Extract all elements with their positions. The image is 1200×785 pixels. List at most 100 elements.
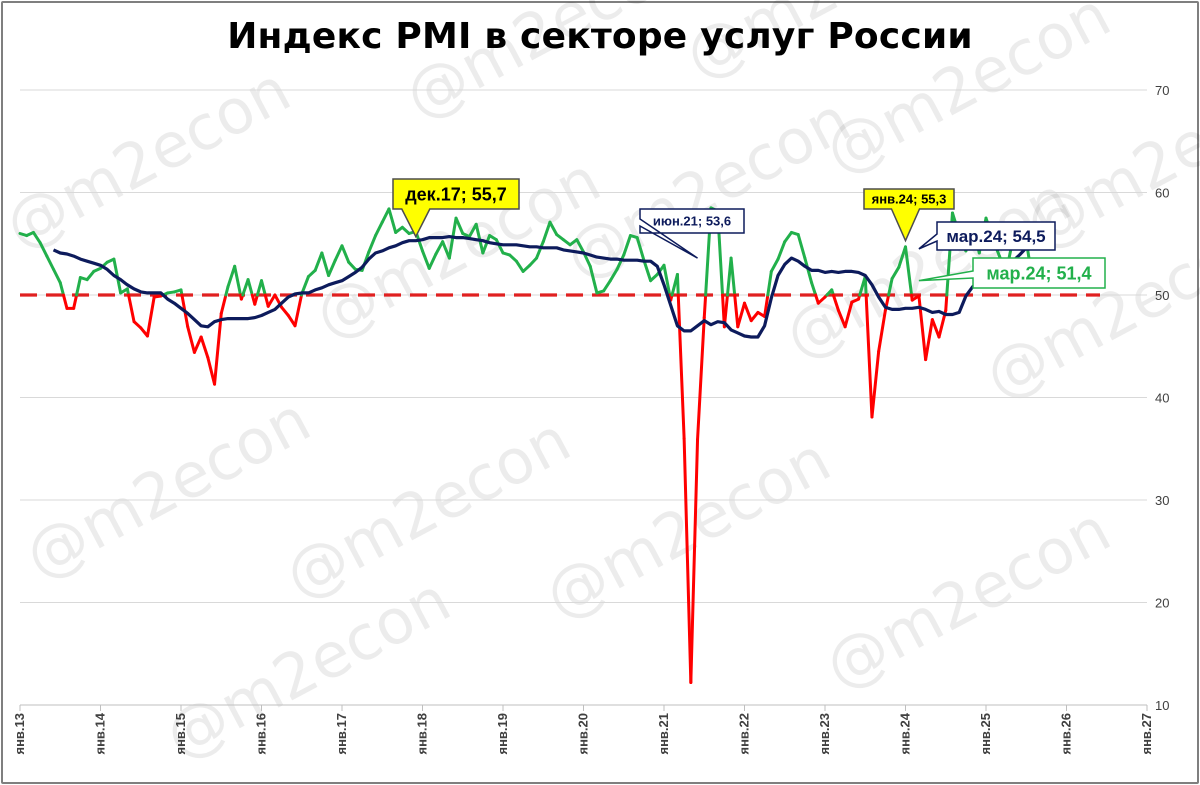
pmi-segment [387, 207, 398, 234]
pmi-segment [85, 269, 96, 282]
pmi-segment [374, 220, 384, 238]
callout: мар.24; 54,5 [918, 221, 1056, 251]
pmi-segment [454, 216, 465, 235]
pmi-segment [306, 268, 317, 279]
pmi-segment [467, 222, 478, 239]
x-tick-label: янв.21 [656, 713, 671, 755]
callout: янв.24; 55,3 [863, 188, 955, 243]
pmi-segment [233, 264, 243, 297]
pmi-segment [206, 356, 217, 386]
x-tick-label: янв.26 [1059, 713, 1074, 755]
pmi-segment [246, 278, 254, 297]
x-tick-label: янв.17 [334, 713, 349, 755]
pmi-segment [340, 244, 351, 264]
pmi-segment [642, 258, 653, 283]
x-axis: янв.13 янв.14 янв.15 янв.16 янв.17 янв.18 янв.… [12, 704, 1154, 755]
x-tick-label: янв.19 [495, 713, 510, 755]
pmi-segment [45, 254, 56, 271]
pmi-segment [796, 233, 807, 260]
pmi-segment [481, 234, 492, 255]
pmi-segment [61, 293, 69, 310]
pmi-segment [541, 220, 552, 244]
pmi-segment [313, 251, 324, 272]
pmi-segment [682, 437, 693, 684]
pmi-segment [548, 220, 559, 237]
pmi-segment [736, 301, 746, 329]
pmi-segment [528, 256, 539, 267]
pmi-segment [192, 335, 203, 354]
chart-title: Индекс PMI в секторе услуг России [227, 16, 973, 57]
pmi-segment [260, 279, 267, 297]
moving-average-path [52, 235, 1048, 339]
pmi-segment [186, 325, 196, 354]
pmi-segment [213, 311, 223, 386]
pmi-segment [944, 293, 949, 312]
pmi-segment [635, 236, 646, 262]
y-tick-label: 40 [1155, 391, 1169, 406]
pmi-segment [588, 264, 599, 295]
pmi-segment [729, 256, 737, 297]
pmi-segment [226, 264, 237, 289]
x-tick-label: янв.20 [576, 713, 591, 755]
pmi-segment [766, 269, 773, 297]
pmi-segment [930, 318, 941, 339]
pmi-segment [427, 252, 438, 270]
pmi-segment [622, 234, 632, 257]
callout-labels: дек.17; 55,7 июн.21; 53,6 янв.24; 55,3 мар.… [392, 178, 1106, 289]
pmi-segment [347, 260, 357, 271]
callout-text: июн.21; 53,6 [653, 214, 731, 229]
pmi-segment [320, 251, 331, 278]
pmi-segment [253, 293, 259, 306]
x-tick-label: янв.15 [173, 713, 188, 755]
pmi-segment [733, 293, 740, 329]
pmi-segment [367, 234, 378, 254]
y-tick-label: 20 [1155, 596, 1169, 611]
pmi-segment [843, 300, 854, 329]
pmi-segment [434, 240, 445, 256]
pmi-segment [924, 318, 934, 362]
x-tick-label: янв.23 [817, 713, 832, 755]
x-tick-label: янв.14 [93, 712, 108, 754]
pmi-segment [836, 308, 847, 329]
pmi-segment [327, 258, 337, 278]
pmi-segment [615, 253, 626, 271]
pmi-segment [300, 275, 310, 296]
pmi-segment [380, 207, 391, 224]
pmi-segment [145, 295, 156, 338]
callout-box [918, 221, 1056, 251]
callout: дек.17; 55,7 [392, 178, 520, 239]
pmi-segment [280, 305, 290, 317]
pmi-segment [864, 293, 874, 419]
moving-average-line [52, 235, 1048, 339]
pmi-segment [72, 293, 79, 310]
pmi-segment [675, 273, 680, 297]
pmi-segment [400, 225, 411, 235]
y-tick-label: 60 [1155, 186, 1169, 201]
callout-box [639, 208, 745, 259]
pmi-segment [52, 267, 62, 285]
pmi-segment [421, 249, 431, 270]
x-tick-label: янв.18 [415, 713, 430, 755]
pmi-segment [863, 275, 868, 297]
pmi-segment [241, 278, 250, 297]
pmi-segment [38, 241, 49, 258]
pmi-segment [870, 349, 881, 419]
y-tick-label: 30 [1155, 493, 1169, 508]
callout-text: мар.24; 54,5 [946, 227, 1045, 246]
watermark-text: @m2econ [813, 0, 1122, 188]
pmi-segment [702, 293, 708, 320]
x-tick-label: янв.16 [254, 713, 269, 755]
pmi-segment [877, 308, 887, 353]
pmi-segment [816, 295, 827, 305]
pmi-segment [769, 257, 780, 273]
y-axis-ticks: 10 20 30 40 50 60 70 [1155, 83, 1169, 713]
watermark-text: @m2econ [0, 53, 302, 264]
callout-box [863, 188, 955, 243]
pmi-segment [494, 238, 505, 255]
pmi-segment [743, 301, 753, 323]
pmi-segment [810, 281, 818, 297]
x-tick-label: янв.27 [1139, 713, 1154, 755]
pmi-segment [608, 267, 619, 283]
pmi-segment [696, 316, 706, 442]
